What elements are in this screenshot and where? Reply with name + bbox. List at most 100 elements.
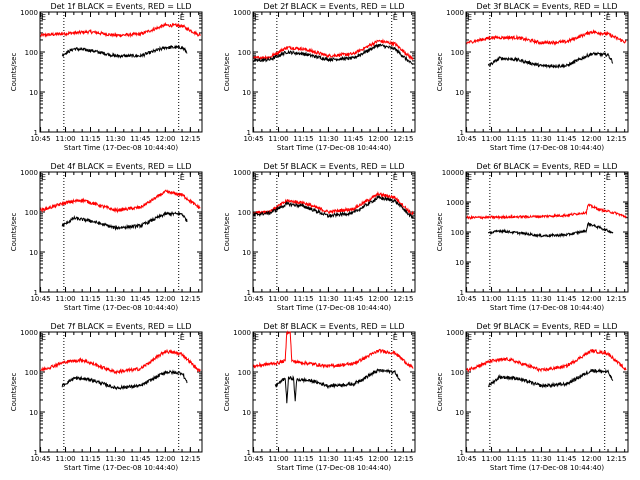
y-tick-label: 10 — [29, 89, 38, 97]
x-tick-label: 12:15 — [606, 455, 626, 463]
x-tick-label: 11:00 — [268, 295, 288, 303]
panel-title: Det 4f BLACK = Events, RED = LLD — [50, 162, 191, 171]
y-tick-label: 100 — [25, 369, 38, 377]
panel-det-8: Det 8f BLACK = Events, RED = LLD 1 10 100 10… — [223, 322, 416, 472]
x-tick-label: 11:00 — [55, 135, 75, 143]
events-series-line — [61, 44, 188, 59]
y-axis-label: Counts/sec — [223, 373, 231, 412]
y-tick-label: 10 — [455, 409, 464, 417]
x-tick-label: 11:30 — [105, 455, 125, 463]
plot-frame — [465, 331, 629, 453]
x-tick-label: 11:15 — [293, 295, 313, 303]
y-tick-label: 1 — [34, 449, 38, 457]
marker-label-e: E — [467, 333, 472, 342]
x-tick-label: 11:45 — [343, 455, 363, 463]
x-tick-label: 12:15 — [180, 135, 200, 143]
lld-series-line — [40, 348, 201, 375]
marker-label-e: E — [41, 333, 46, 342]
plot-frame — [252, 11, 416, 133]
panel-det-4: Det 4f BLACK = Events, RED = LLD 1 10 100 10… — [10, 162, 203, 312]
marker-label-e: E — [254, 333, 259, 342]
panel-title: Det 7f BLACK = Events, RED = LLD — [50, 322, 191, 331]
x-tick-label: 12:00 — [581, 135, 601, 143]
x-tick-label: 11:15 — [80, 455, 100, 463]
x-tick-label: 11:45 — [556, 455, 576, 463]
x-tick-label: 11:00 — [268, 455, 288, 463]
y-tick-label: 1 — [460, 289, 464, 297]
x-tick-label: 11:30 — [318, 295, 338, 303]
marker-label-e: E — [393, 333, 398, 342]
y-tick-label: 10 — [29, 409, 38, 417]
x-tick-label: 11:15 — [80, 135, 100, 143]
y-axis-label: Counts/sec — [436, 213, 444, 252]
y-tick-label: 10 — [242, 409, 251, 417]
x-tick-label: 11:00 — [55, 455, 75, 463]
events-series-line — [488, 367, 614, 389]
x-tick-label: 12:00 — [155, 135, 175, 143]
x-axis-label: Start Time (17-Dec-08 10:44:40) — [64, 144, 178, 152]
marker-label-e: E — [180, 333, 185, 342]
panel-title: Det 2f BLACK = Events, RED = LLD — [263, 2, 404, 11]
marker-label-e: E — [180, 13, 185, 22]
y-tick-label: 1000 — [233, 9, 251, 17]
events-series-line — [253, 43, 414, 66]
panel-det-3: Det 3f BLACK = Events, RED = LLD 1 10 100 10… — [436, 2, 629, 152]
y-tick-label: 100 — [25, 49, 38, 57]
x-tick-label: 10:45 — [243, 455, 263, 463]
y-axis-label: Counts/sec — [436, 373, 444, 412]
y-tick-label: 100 — [238, 369, 251, 377]
events-series-line — [274, 368, 401, 404]
x-axis-label: Start Time (17-Dec-08 10:44:40) — [490, 304, 604, 312]
lld-series-line — [253, 190, 414, 216]
x-axis-label: Start Time (17-Dec-08 10:44:40) — [490, 464, 604, 472]
lld-series-line — [466, 348, 627, 373]
x-tick-label: 10:45 — [30, 295, 50, 303]
events-series-line — [61, 210, 188, 231]
y-tick-label: 1 — [247, 289, 251, 297]
x-tick-label: 12:00 — [368, 455, 388, 463]
y-tick-label: 10 — [242, 249, 251, 257]
y-tick-label: 1000 — [233, 169, 251, 177]
x-tick-label: 11:30 — [318, 455, 338, 463]
x-tick-label: 12:15 — [606, 295, 626, 303]
y-tick-label: 100 — [238, 209, 251, 217]
x-tick-label: 11:30 — [105, 295, 125, 303]
marker-label-e: E — [467, 173, 472, 182]
x-tick-label: 12:15 — [180, 295, 200, 303]
y-tick-label: 100 — [451, 229, 464, 237]
y-tick-label: 10 — [455, 259, 464, 267]
marker-label-e: E — [393, 173, 398, 182]
panel-grid: Det 1f BLACK = Events, RED = LLD 1 10 100 10… — [10, 2, 629, 472]
x-tick-label: 12:00 — [155, 455, 175, 463]
x-axis-label: Start Time (17-Dec-08 10:44:40) — [490, 144, 604, 152]
x-tick-label: 10:45 — [456, 135, 476, 143]
x-tick-label: 11:30 — [531, 135, 551, 143]
x-axis-label: Start Time (17-Dec-08 10:44:40) — [64, 304, 178, 312]
x-tick-label: 11:15 — [293, 135, 313, 143]
x-tick-label: 12:00 — [581, 295, 601, 303]
panel-title: Det 6f BLACK = Events, RED = LLD — [476, 162, 617, 171]
y-axis-label: Counts/sec — [223, 53, 231, 92]
y-tick-label: 1000 — [20, 329, 38, 337]
y-axis-label: Counts/sec — [436, 53, 444, 92]
y-tick-label: 1000 — [233, 329, 251, 337]
y-tick-label: 10000 — [442, 169, 464, 177]
lld-series-line — [40, 189, 201, 214]
plot-frame — [252, 171, 416, 293]
y-axis-label: Counts/sec — [10, 213, 18, 252]
lld-series-line — [466, 203, 627, 221]
x-tick-label: 12:00 — [368, 135, 388, 143]
panel-det-5: Det 5f BLACK = Events, RED = LLD 1 10 100 10… — [223, 162, 416, 312]
x-tick-label: 11:00 — [481, 295, 501, 303]
x-tick-label: 10:45 — [30, 135, 50, 143]
y-tick-label: 1000 — [20, 169, 38, 177]
y-tick-label: 1 — [34, 129, 38, 137]
x-tick-label: 11:15 — [506, 135, 526, 143]
x-tick-label: 10:45 — [30, 455, 50, 463]
y-tick-label: 100 — [25, 209, 38, 217]
y-tick-label: 1000 — [446, 329, 464, 337]
panel-det-9: Det 9f BLACK = Events, RED = LLD 1 10 100 10… — [436, 322, 629, 472]
panel-title: Det 3f BLACK = Events, RED = LLD — [476, 2, 617, 11]
x-axis-label: Start Time (17-Dec-08 10:44:40) — [277, 304, 391, 312]
marker-label-e: E — [254, 173, 259, 182]
